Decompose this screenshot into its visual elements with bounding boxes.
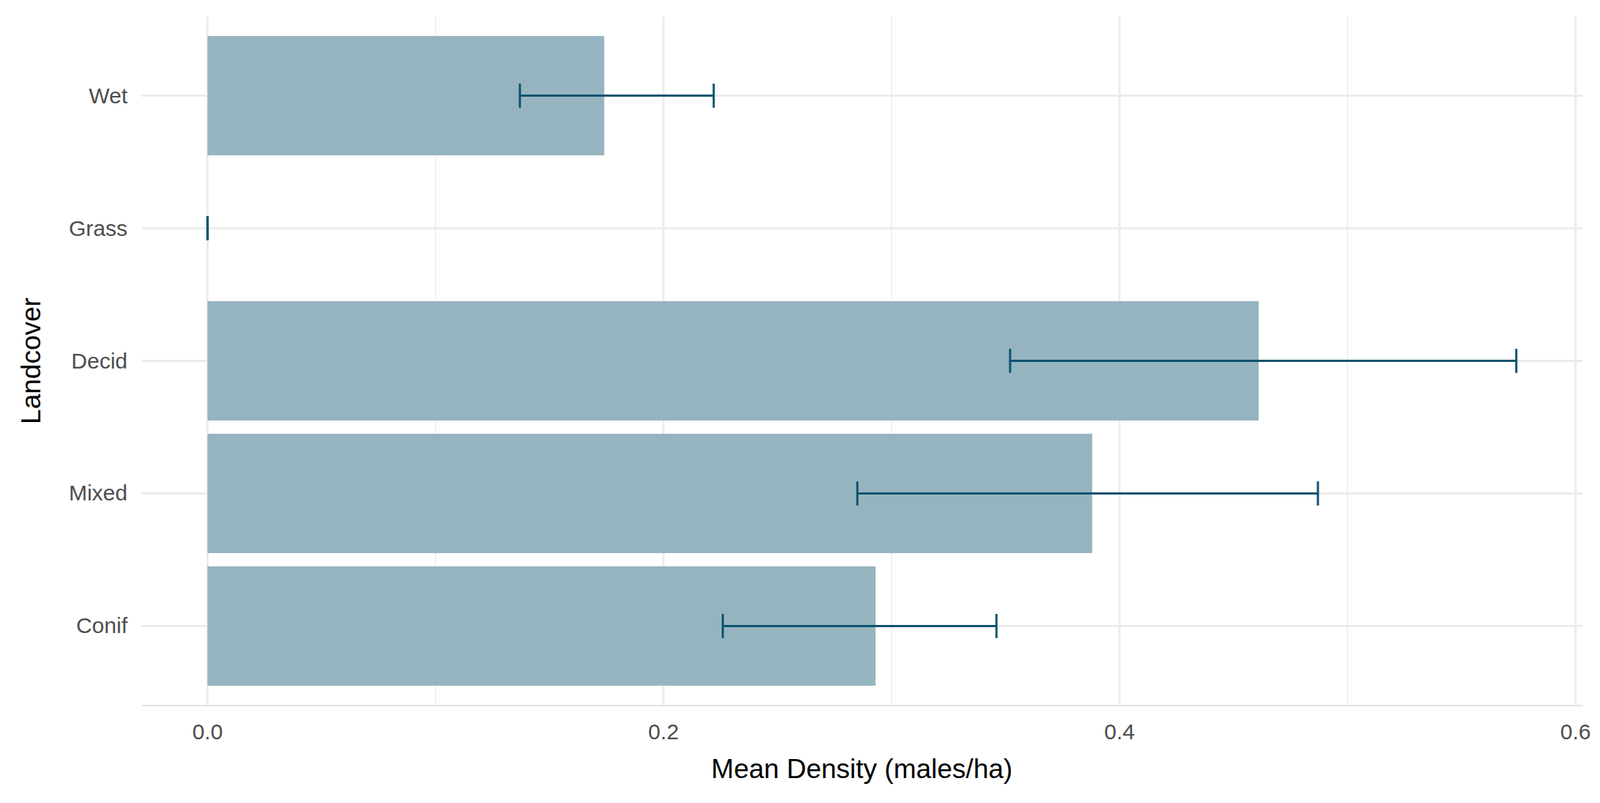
axis-line — [141, 704, 1583, 706]
tick-label: 0.0 — [191, 719, 223, 744]
error-cap — [995, 613, 998, 639]
category-label: Grass — [68, 216, 128, 241]
error-bar — [520, 83, 715, 108]
tick-label: 0.6 — [1560, 719, 1592, 744]
category-label: Wet — [88, 83, 128, 108]
error-cap — [1008, 348, 1011, 373]
error-bar — [1010, 348, 1517, 373]
category-label: Conif — [76, 613, 129, 638]
x-axis-title: Mean Density (males/ha) — [711, 753, 1013, 784]
error-line — [1010, 359, 1517, 362]
category-label: Decid — [71, 348, 128, 373]
error-cap — [856, 481, 859, 506]
error-bar — [857, 481, 1318, 506]
category-label: Mixed — [68, 480, 128, 505]
error-bar — [723, 613, 997, 639]
error-cap — [1515, 348, 1518, 373]
error-cap — [206, 216, 209, 241]
error-cap — [721, 613, 724, 639]
bar — [207, 168, 209, 288]
error-bar — [207, 216, 209, 241]
error-cap — [518, 83, 521, 108]
error-line — [857, 492, 1318, 495]
error-cap — [1316, 481, 1319, 506]
plot-area — [207, 35, 1516, 686]
tick-label: 0.4 — [1104, 719, 1135, 744]
grid-line — [141, 227, 1583, 230]
error-cap — [712, 83, 716, 108]
error-line — [520, 94, 715, 97]
tick-label: 0.2 — [648, 719, 680, 744]
y-axis-title: Landcover — [16, 297, 47, 425]
error-cap — [206, 216, 209, 241]
error-line — [723, 624, 997, 628]
